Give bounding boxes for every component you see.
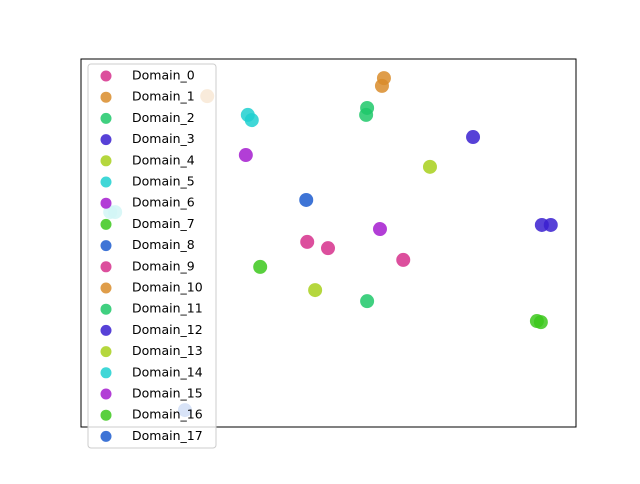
legend-label: Domain_8: [132, 237, 195, 252]
legend-label: Domain_1: [132, 89, 195, 104]
legend-label: Domain_4: [132, 152, 195, 167]
legend-label: Domain_10: [132, 280, 203, 295]
legend-marker: [100, 282, 112, 294]
point: [359, 107, 374, 122]
point: [300, 234, 315, 249]
point: [321, 241, 336, 256]
plot-frame: [80, 58, 577, 428]
legend-label: Domain_6: [132, 195, 195, 210]
legend-label: Domain_12: [132, 322, 203, 337]
legend-marker: [100, 112, 112, 124]
point: [360, 294, 375, 309]
legend-marker: [100, 409, 112, 421]
legend-label: Domain_7: [132, 216, 195, 231]
legend-marker: [100, 388, 112, 400]
point: [422, 159, 437, 174]
legend-label: Domain_9: [132, 258, 195, 273]
legend-label: Domain_11: [132, 301, 203, 316]
legend-label: Domain_5: [132, 174, 195, 189]
legend-marker: [100, 176, 112, 188]
legend-marker: [100, 134, 112, 146]
legend-marker: [100, 261, 112, 273]
legend-label: Domain_0: [132, 68, 195, 83]
point: [466, 130, 481, 145]
point: [299, 192, 314, 207]
legend-marker: [100, 70, 112, 82]
legend-label: Domain_16: [132, 407, 203, 422]
point: [238, 148, 253, 163]
point: [533, 315, 548, 330]
point: [244, 113, 259, 128]
legend-marker: [100, 91, 112, 103]
point: [372, 222, 387, 237]
point: [543, 217, 558, 232]
point: [396, 252, 411, 267]
legend-label: Domain_2: [132, 110, 195, 125]
legend-marker: [100, 218, 112, 230]
legend-marker: [100, 303, 112, 315]
legend-label: Domain_3: [132, 131, 195, 146]
legend-marker: [100, 240, 112, 252]
legend-marker: [100, 346, 112, 358]
legend-label: Domain_15: [132, 386, 203, 401]
point: [308, 283, 323, 298]
legend-marker: [100, 155, 112, 167]
legend-marker: [100, 197, 112, 209]
legend-marker: [100, 367, 112, 379]
legend-label: Domain_17: [132, 428, 203, 443]
legend-label: Domain_13: [132, 343, 203, 358]
legend: Domain_0 Domain_1 Domain_2 Domain_3 Domain_4…: [87, 63, 217, 449]
legend-marker: [100, 430, 112, 442]
legend-marker: [100, 324, 112, 336]
legend-label: Domain_14: [132, 364, 203, 379]
point: [374, 78, 389, 93]
legend-box: [87, 63, 217, 449]
point: [253, 259, 268, 274]
